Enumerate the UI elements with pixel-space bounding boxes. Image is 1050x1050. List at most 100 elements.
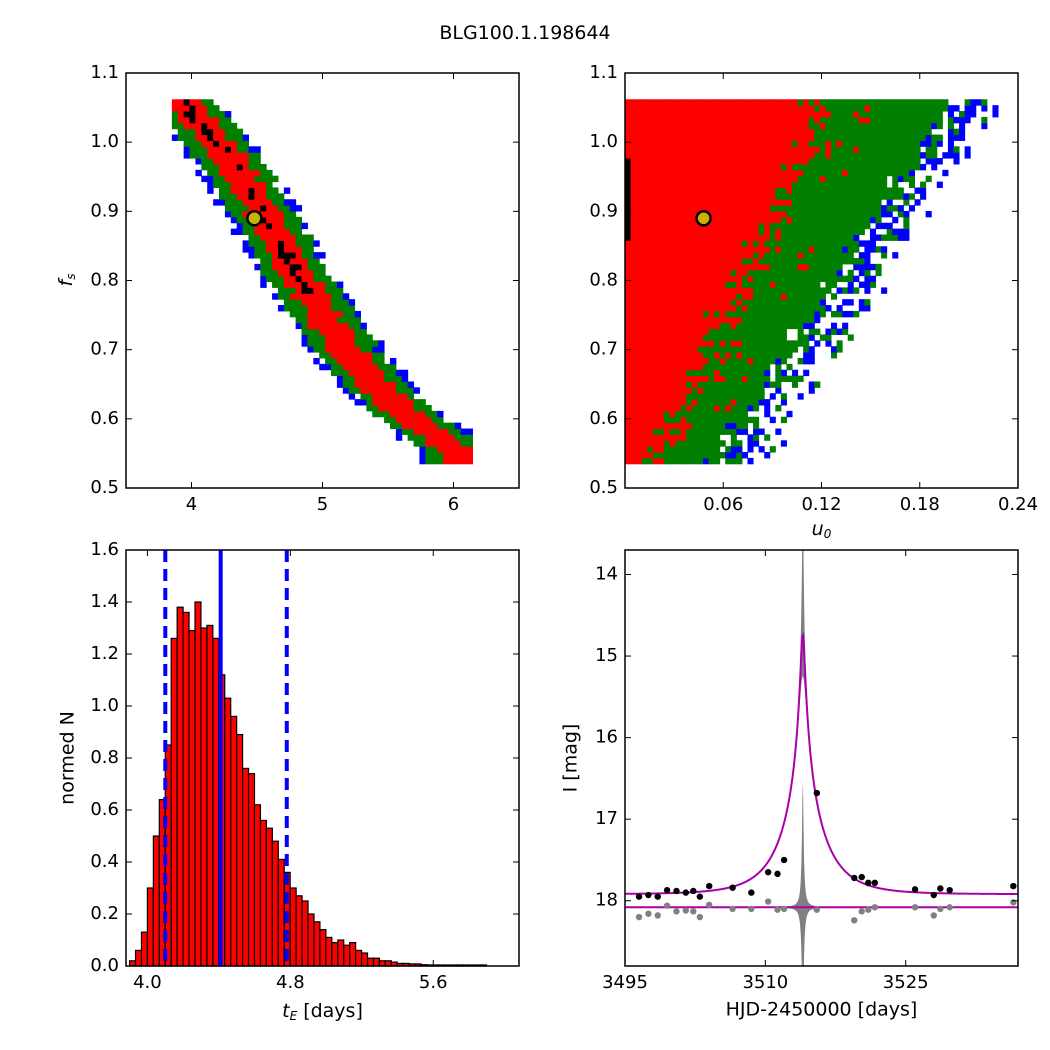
heatmap-cell [708, 99, 715, 106]
te-fs-ytick-label: 0.6 [90, 408, 119, 429]
heatmap-cell [325, 340, 332, 347]
heatmap-cell [295, 269, 303, 277]
heatmap-cell [636, 222, 643, 230]
heatmap-cell [869, 234, 877, 241]
heatmap-cell [658, 457, 665, 465]
heatmap-cell [647, 393, 654, 400]
heatmap-cell [283, 234, 291, 241]
heatmap-cell [736, 263, 743, 271]
heatmap-cell [401, 428, 409, 435]
heatmap-cell [803, 152, 810, 159]
heatmap-cell [758, 322, 765, 330]
heatmap-cell [686, 310, 693, 318]
heatmap-cell [407, 416, 415, 424]
heatmap-cell [219, 111, 226, 118]
heatmap-cell [792, 381, 799, 388]
heatmap-cell [753, 299, 760, 306]
heatmap-cell [725, 357, 732, 365]
heatmap-cell [219, 122, 226, 130]
heatmap-cell [691, 122, 698, 130]
heatmap-cell [780, 169, 787, 177]
heatmap-cell [736, 310, 743, 318]
heatmap-cell [647, 410, 654, 418]
heatmap-cell [675, 422, 682, 430]
heatmap-cell [630, 146, 637, 153]
heatmap-cell [903, 222, 910, 230]
heatmap-cell [708, 299, 715, 306]
heatmap-cell [808, 111, 815, 118]
xlabel-hjd: HJD-2450000 [days] [726, 999, 918, 1021]
heatmap-cell [663, 116, 671, 124]
heatmap-cell [401, 369, 409, 377]
heatmap-cell [719, 99, 726, 106]
heatmap-cell [697, 181, 704, 188]
heatmap-cell [636, 128, 643, 136]
heatmap-cell [360, 387, 367, 394]
heatmap-cell [836, 175, 843, 183]
heatmap-cell [289, 222, 297, 230]
heatmap-cell [307, 275, 314, 283]
heatmap-cell [847, 252, 854, 259]
heatmap-cell [847, 128, 854, 136]
histogram-bar [247, 772, 256, 967]
heatmap-cell [675, 193, 682, 200]
heatmap-cell [758, 246, 765, 253]
heatmap-cell [769, 222, 776, 230]
heatmap-cell [853, 222, 860, 230]
heatmap-cell [663, 310, 671, 318]
heatmap-cell [686, 346, 693, 353]
heatmap-cell [669, 416, 676, 424]
heatmap-cell [697, 263, 704, 271]
heatmap-cell [307, 334, 314, 341]
heatmap-cell [747, 381, 754, 388]
heatmap-cell [702, 410, 710, 418]
heatmap-cell [697, 434, 704, 441]
heatmap-cell [219, 175, 226, 183]
heatmap-cell [636, 446, 643, 453]
heatmap-cell [697, 352, 704, 359]
heatmap-cell [892, 193, 899, 200]
heatmap-cell [875, 216, 882, 224]
heatmap-cell [630, 457, 637, 465]
heatmap-cell [903, 169, 910, 177]
heatmap-cell [842, 99, 849, 106]
heatmap-cell [680, 140, 687, 147]
heatmap-cell [630, 228, 637, 236]
heatmap-cell [652, 222, 659, 230]
heatmap-cell [947, 128, 954, 136]
heatmap-cell [881, 252, 888, 259]
heatmap-cell [448, 428, 456, 435]
heatmap-cell [819, 175, 826, 183]
heatmap-cell [702, 175, 710, 183]
heatmap-cell [224, 116, 232, 124]
heatmap-cell [248, 252, 255, 259]
heatmap-cell [714, 387, 721, 394]
heatmap-cell [842, 216, 849, 224]
heatmap-cell [669, 281, 676, 288]
heatmap-cell [830, 181, 838, 188]
heatmap-cell [625, 105, 632, 112]
heatmap-cell [864, 158, 871, 165]
heatmap-cell [630, 363, 637, 371]
heatmap-cell [764, 105, 771, 112]
heatmap-cell [753, 187, 760, 194]
heatmap-cell [230, 175, 238, 183]
heatmap-cell [864, 181, 871, 188]
heatmap-cell [803, 258, 810, 265]
hist-ytick-label: 1.0 [90, 695, 119, 716]
heatmap-cell [753, 322, 760, 330]
heatmap-cell [680, 457, 687, 465]
heatmap-cell [342, 340, 350, 347]
heatmap-cell [630, 305, 637, 312]
heatmap-cell [647, 340, 654, 347]
heatmap-cell [708, 210, 715, 218]
heatmap-cell [780, 199, 787, 206]
heatmap-cell [636, 240, 643, 247]
heatmap-cell [936, 116, 943, 124]
heatmap-cell [808, 205, 815, 212]
heatmap-cell [702, 440, 710, 447]
heatmap-cell [625, 252, 632, 259]
heatmap-cell [647, 293, 654, 300]
heatmap-cell [730, 422, 737, 430]
heatmap-cell [847, 134, 854, 141]
